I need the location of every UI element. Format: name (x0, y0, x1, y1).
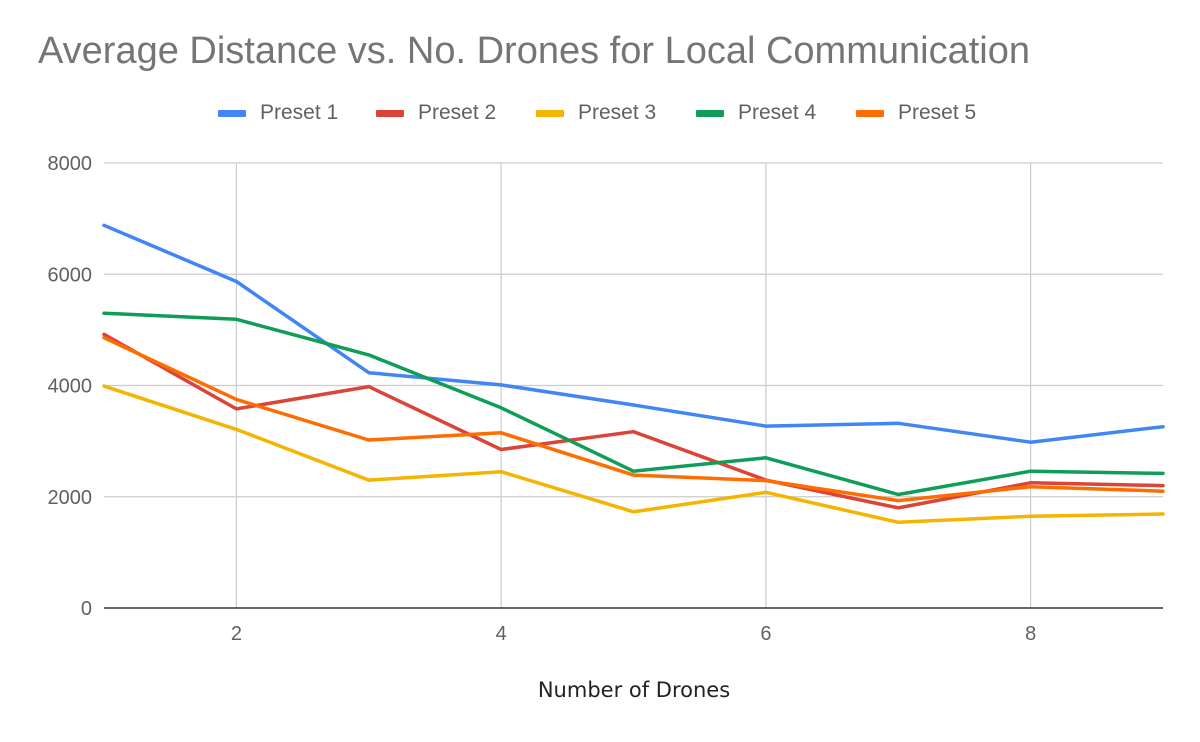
point-preset-3-x4 (499, 470, 503, 474)
chart-title: Average Distance vs. No. Drones for Loca… (38, 30, 1030, 72)
x-tick-label-2: 2 (231, 623, 242, 645)
legend-swatch-preset-1 (218, 109, 246, 117)
point-preset-4-x5 (632, 469, 636, 473)
point-preset-3-x3 (367, 478, 371, 482)
series-line-preset-4 (102, 311, 1165, 497)
point-preset-3-x1 (102, 384, 106, 388)
x-tick-label-4: 4 (496, 623, 507, 645)
legend-swatch-preset-2 (376, 109, 404, 117)
legend-swatch-preset-4 (696, 109, 724, 117)
series-line-preset-1 (102, 223, 1165, 444)
point-preset-3-x8 (1029, 514, 1033, 518)
point-preset-5-x5 (632, 473, 636, 477)
point-preset-4-x1 (102, 311, 106, 315)
point-preset-1-x4 (499, 383, 503, 387)
point-preset-4-x9 (1161, 471, 1165, 475)
point-preset-2-x4 (499, 447, 503, 451)
y-tick-label-2000: 2000 (48, 487, 93, 509)
point-preset-4-x4 (499, 406, 503, 410)
point-preset-2-x3 (367, 385, 371, 389)
point-preset-5-x7 (896, 499, 900, 503)
point-preset-4-x6 (764, 456, 768, 460)
point-preset-4-x2 (234, 317, 238, 321)
point-preset-5-x2 (234, 397, 238, 401)
point-preset-5-x6 (764, 479, 768, 483)
point-preset-1-x8 (1029, 440, 1033, 444)
legend-swatch-preset-5 (856, 109, 884, 117)
legend-label-preset-5: Preset 5 (898, 101, 977, 124)
point-preset-1-x1 (102, 223, 106, 227)
point-preset-3-x9 (1161, 512, 1165, 516)
point-preset-5-x8 (1029, 485, 1033, 489)
legend-swatch-preset-3 (536, 109, 564, 117)
point-preset-3-x7 (896, 520, 900, 524)
point-preset-2-x2 (234, 407, 238, 411)
legend-label-preset-3: Preset 3 (578, 101, 657, 124)
point-preset-2-x5 (632, 430, 636, 434)
tick-labels: 0 2000 4000 6000 8000 2 4 6 8 (48, 153, 1037, 645)
point-preset-4-x8 (1029, 469, 1033, 473)
point-preset-1-x7 (896, 421, 900, 425)
point-preset-5-x3 (367, 438, 371, 442)
legend-item-preset-2: Preset 2 (376, 98, 496, 128)
point-preset-5-x1 (102, 336, 106, 340)
point-preset-3-x5 (632, 510, 636, 514)
point-preset-3-x6 (764, 490, 768, 494)
legend-label-preset-1: Preset 1 (260, 101, 339, 124)
y-tick-label-6000: 6000 (48, 264, 93, 286)
y-tick-label-8000: 8000 (48, 153, 93, 175)
legend: Preset 1 Preset 2 Preset 3 Preset 4 Pres… (0, 98, 1200, 128)
point-preset-2-x9 (1161, 484, 1165, 488)
x-tick-label-8: 8 (1025, 623, 1036, 645)
point-preset-5-x9 (1161, 489, 1165, 493)
series-line-preset-5 (102, 335, 1165, 503)
legend-item-preset-4: Preset 4 (696, 98, 816, 128)
point-preset-5-x4 (499, 431, 503, 435)
legend-label-preset-4: Preset 4 (738, 101, 817, 124)
y-tick-label-4000: 4000 (48, 376, 93, 398)
legend-item-preset-5: Preset 5 (856, 98, 976, 128)
point-preset-1-x9 (1161, 425, 1165, 429)
series-lines (102, 223, 1165, 525)
series-line-preset-2 (102, 332, 1165, 510)
point-preset-2-x8 (1029, 481, 1033, 485)
legend-label-preset-2: Preset 2 (418, 101, 497, 124)
point-preset-4-x7 (896, 493, 900, 497)
point-preset-1-x3 (367, 371, 371, 375)
point-preset-1-x6 (764, 424, 768, 428)
legend-item-preset-1: Preset 1 (218, 98, 338, 128)
series-line-preset-3 (102, 384, 1165, 525)
y-tick-label-0: 0 (81, 598, 92, 620)
point-preset-2-x7 (896, 506, 900, 510)
point-preset-1-x5 (632, 403, 636, 407)
x-tick-label-6: 6 (760, 623, 771, 645)
point-preset-4-x3 (367, 353, 371, 357)
gridlines (104, 162, 1163, 608)
legend-item-preset-3: Preset 3 (536, 98, 656, 128)
point-preset-1-x2 (234, 279, 238, 283)
x-axis-title: Number of Drones (537, 678, 731, 702)
point-preset-3-x2 (234, 427, 238, 431)
